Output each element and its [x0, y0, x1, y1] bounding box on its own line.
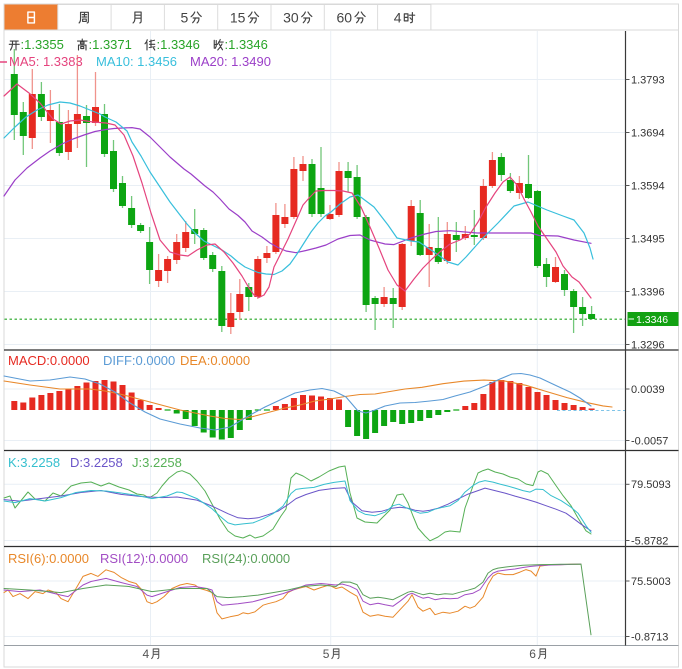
svg-text:-0.0057: -0.0057 — [631, 435, 668, 447]
svg-text:1.3694: 1.3694 — [631, 127, 665, 139]
svg-text:MA5: 1.3383: MA5: 1.3383 — [9, 54, 83, 69]
svg-text:1.3396: 1.3396 — [631, 286, 665, 298]
svg-text:60: 60 — [336, 10, 352, 26]
svg-text:30: 30 — [283, 10, 299, 26]
svg-text:1.3346: 1.3346 — [636, 314, 668, 326]
svg-text:RSI(12):0.0000: RSI(12):0.0000 — [100, 551, 188, 566]
svg-text:DIFF:0.0000: DIFF:0.0000 — [103, 353, 175, 368]
svg-text:4: 4 — [394, 10, 402, 26]
svg-text:6: 6 — [529, 647, 536, 661]
svg-text:15: 15 — [230, 10, 246, 26]
svg-text:D:3.2258: D:3.2258 — [70, 455, 123, 470]
svg-text:DEA:0.0000: DEA:0.0000 — [180, 353, 250, 368]
svg-text::1.3371: :1.3371 — [89, 37, 132, 52]
svg-text:K:3.2258: K:3.2258 — [8, 455, 60, 470]
svg-text::1.3355: :1.3355 — [21, 37, 64, 52]
svg-text::1.3346: :1.3346 — [157, 37, 200, 52]
svg-text:4: 4 — [143, 647, 150, 661]
svg-text:5: 5 — [181, 10, 189, 26]
svg-text:79.5093: 79.5093 — [631, 479, 671, 491]
svg-text:RSI(6):0.0000: RSI(6):0.0000 — [8, 551, 89, 566]
svg-text:0.0039: 0.0039 — [631, 384, 665, 396]
svg-text:RSI(24):0.0000: RSI(24):0.0000 — [202, 551, 290, 566]
svg-text:5: 5 — [323, 647, 330, 661]
svg-text:-0.8713: -0.8713 — [631, 631, 668, 643]
svg-text:J:3.2258: J:3.2258 — [132, 455, 182, 470]
svg-text:1.3594: 1.3594 — [631, 180, 665, 192]
svg-text:-5.8782: -5.8782 — [631, 535, 668, 547]
svg-text:75.5003: 75.5003 — [631, 576, 671, 588]
svg-text:1.3793: 1.3793 — [631, 74, 665, 86]
svg-text:MACD:0.0000: MACD:0.0000 — [8, 353, 90, 368]
svg-text:MA10: 1.3456: MA10: 1.3456 — [96, 54, 177, 69]
svg-text:MA20: 1.3490: MA20: 1.3490 — [190, 54, 271, 69]
svg-text:1.3296: 1.3296 — [631, 339, 665, 351]
svg-text:1.3495: 1.3495 — [631, 233, 665, 245]
svg-text::1.3346: :1.3346 — [225, 37, 268, 52]
